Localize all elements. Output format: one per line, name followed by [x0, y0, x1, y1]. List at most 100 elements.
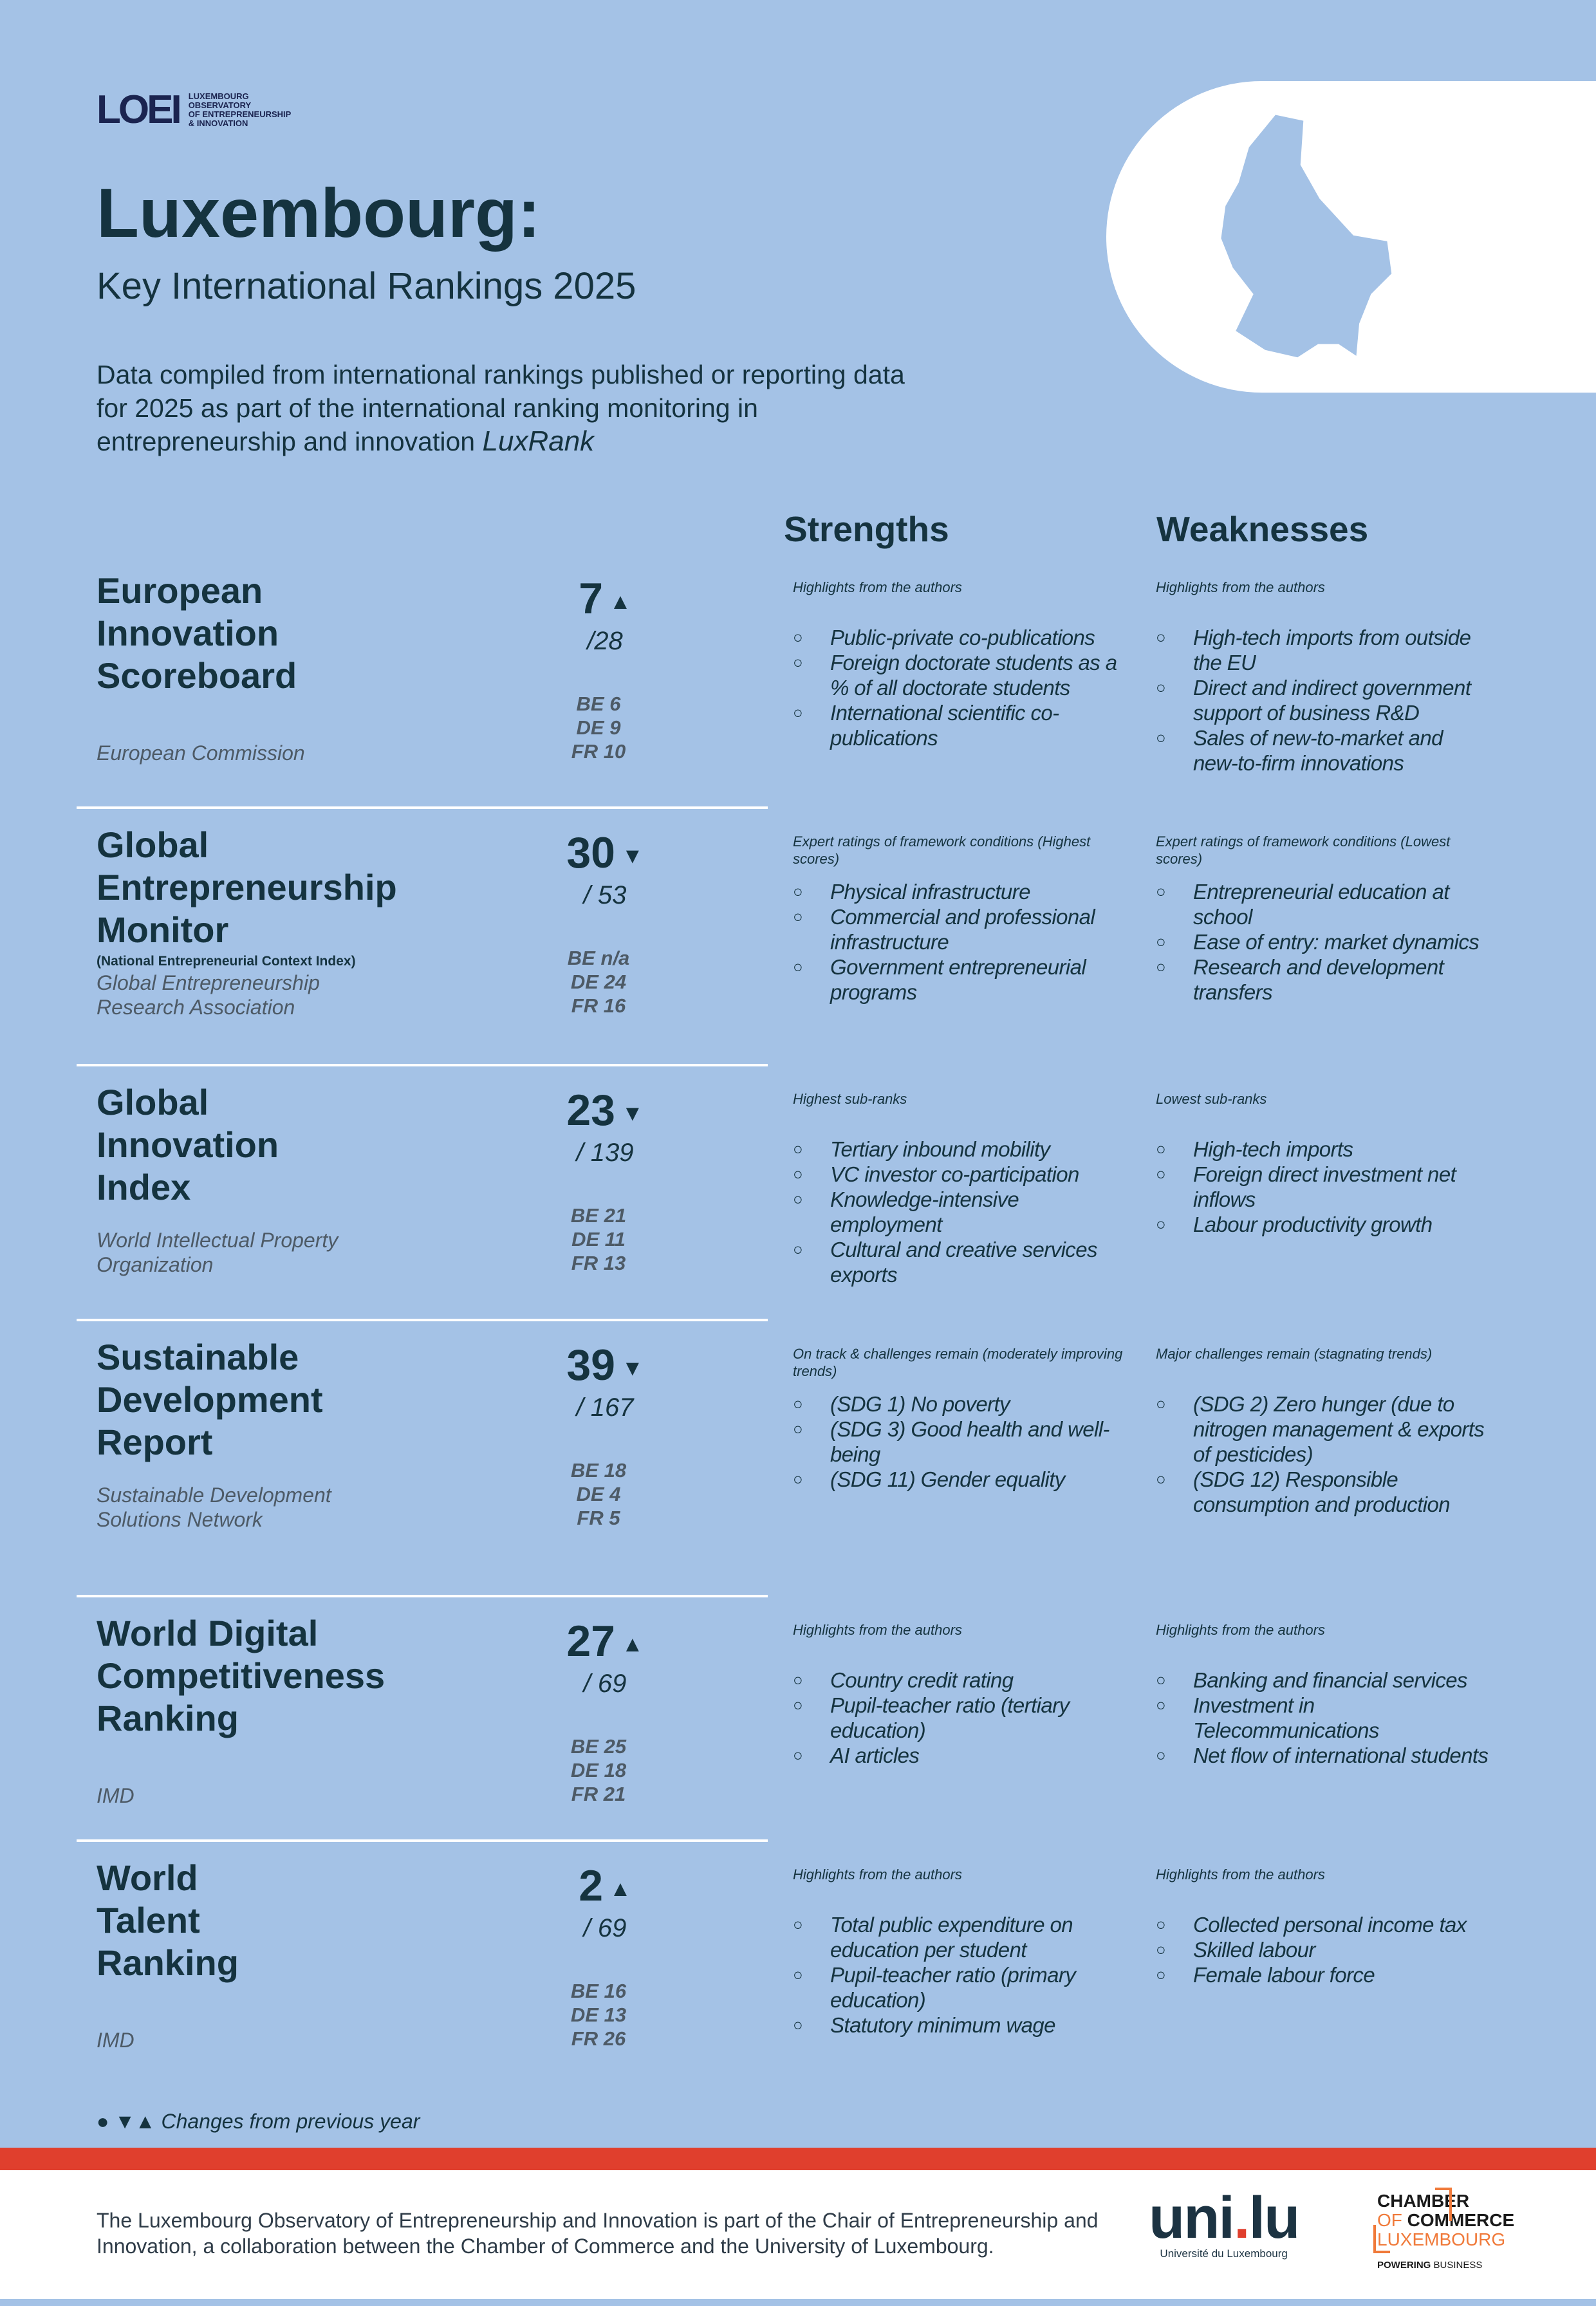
neighbour-comparison: BE n/a DE 24 FR 16	[534, 946, 663, 1018]
neighbour-comparison: BE 18 DE 4 FR 5	[534, 1458, 663, 1530]
strengths-item-text: Pupil-teacher ratio (primary education)	[830, 1963, 1076, 2012]
rank-number: 39	[566, 1341, 615, 1390]
strengths-label: Expert ratings of framework conditions (…	[793, 833, 1091, 867]
ranking-title-line: World	[97, 1857, 198, 1898]
strengths-item-text: VC investor co-participation	[830, 1162, 1079, 1186]
weaknesses-label: Highlights from the authors	[1156, 579, 1325, 595]
bullet-icon: ○	[793, 1745, 803, 1765]
bullet-icon: ○	[1156, 1139, 1166, 1158]
bullet-icon: ○	[793, 1915, 803, 1934]
rank-value: 2 ▲	[534, 1862, 676, 1913]
unilu-dot: .	[1233, 2185, 1250, 2251]
bullet-icon: ○	[793, 628, 803, 647]
ranking-source: Sustainable Development Solutions Networ…	[97, 1483, 331, 1531]
strengths-item-text: Total public expenditure on education pe…	[830, 1913, 1073, 1962]
strengths-label: Highlights from the authors	[793, 579, 962, 595]
chamber-of-commerce-logo: CHAMBER OF COMMERCE LUXEMBOURG POWERING …	[1373, 2188, 1514, 2275]
ranking-row: Global Innovation Index 23 ▼ / 139 BE 21 DE …	[0, 1081, 1596, 1287]
bullet-icon: ○	[1156, 1695, 1166, 1715]
triangle-up-icon: ▲	[609, 1877, 631, 1902]
triangle-up-icon: ▲	[621, 1632, 644, 1657]
strengths-item: ○ Tertiary inbound mobility	[793, 1137, 1127, 1162]
unilu-logo: uni.lu Université du Luxembourg	[1149, 2185, 1300, 2260]
ranking-title-line: Monitor	[97, 909, 229, 950]
weaknesses-item-text: (SDG 2) Zero hunger (due to nitrogen man…	[1193, 1392, 1485, 1466]
strengths-item-text: Tertiary inbound mobility	[830, 1137, 1050, 1161]
ranking-source: Global Entrepreneurship Research Associa…	[97, 971, 320, 1019]
ranking-title: Global Innovation Index	[97, 1081, 483, 1209]
weaknesses-item: ○ Entrepreneurial education at school	[1156, 879, 1490, 929]
comparison-value: BE 21	[570, 1204, 627, 1227]
weaknesses-item-text: Entrepreneurial education at school	[1193, 880, 1449, 929]
weaknesses-item-text: (SDG 12) Responsible consumption and pro…	[1193, 1467, 1451, 1516]
ranking-title: World Digital Competitiveness Ranking	[97, 1612, 483, 1740]
ranking-title-line: Global	[97, 1082, 209, 1122]
cc-business: BUSINESS	[1431, 2260, 1483, 2271]
ranking-title-line: Talent	[97, 1900, 200, 1940]
strengths-item-text: Physical infrastructure	[830, 880, 1030, 904]
weaknesses-item: ○ Banking and financial services	[1156, 1668, 1490, 1693]
strengths-list: ○ (SDG 1) No poverty ○ (SDG 3) Good health …	[793, 1391, 1127, 1492]
weaknesses-item-text: Direct and indirect government support o…	[1193, 676, 1471, 725]
ranking-title-line: Competitiveness	[97, 1655, 385, 1696]
ranking-row: Global Entrepreneurship Monitor (National …	[0, 824, 1596, 1030]
strengths-item: ○ Pupil-teacher ratio (primary education)	[793, 1962, 1127, 2013]
strengths-item: ○ (SDG 3) Good health and well-being	[793, 1417, 1127, 1467]
ranking-row: Sustainable Development Report 39 ▼ / 167 B…	[0, 1336, 1596, 1542]
logo-line: LUXEMBOURG	[188, 91, 249, 101]
loei-logo: LOEI LUXEMBOURG OBSERVATORY OF ENTREPREN…	[97, 90, 291, 130]
bullet-icon: ○	[1156, 1394, 1166, 1413]
weaknesses-label: Highlights from the authors	[1156, 1866, 1325, 1883]
comparison-value: BE 25	[570, 1735, 627, 1758]
ranking-title-line: World Digital	[97, 1613, 319, 1653]
triangle-up-icon: ▲	[609, 590, 631, 615]
ranking-source: IMD	[97, 2029, 135, 2052]
triangle-down-icon: ▼	[621, 1101, 644, 1126]
comparison-value: DE 4	[576, 1483, 621, 1505]
ranking-row: World Digital Competitiveness Ranking 27 ▲ …	[0, 1612, 1596, 1818]
ranking-title-line: Index	[97, 1167, 191, 1207]
weaknesses-list: ○ High-tech imports from outside the EU ○ D…	[1156, 625, 1490, 776]
page-description: Data compiled from international ranking…	[97, 358, 933, 458]
weaknesses-list: ○ (SDG 2) Zero hunger (due to nitrogen ma…	[1156, 1391, 1490, 1517]
triangle-down-icon: ▼	[621, 844, 644, 869]
weaknesses-list: ○ Collected personal income tax ○ Skilled l…	[1156, 1912, 1490, 1987]
strengths-item: ○ Cultural and creative services exports	[793, 1237, 1127, 1287]
weaknesses-item: ○ (SDG 12) Responsible consumption and pr…	[1156, 1467, 1490, 1517]
ranking-row: World Talent Ranking 2 ▲ / 69 BE 16 DE 13 FR …	[0, 1857, 1596, 2063]
strengths-item-text: (SDG 1) No poverty	[830, 1392, 1010, 1416]
weaknesses-item-text: High-tech imports from outside the EU	[1193, 626, 1471, 674]
comparison-value: DE 9	[576, 716, 621, 739]
strengths-item-text: Knowledge-intensive employment	[830, 1187, 1019, 1236]
bullet-icon: ○	[793, 703, 803, 722]
bullet-icon: ○	[1156, 1164, 1166, 1184]
row-divider	[77, 1319, 768, 1321]
weaknesses-item-text: High-tech imports	[1193, 1137, 1353, 1161]
strengths-list: ○ Country credit rating ○ Pupil-teacher rat…	[793, 1668, 1127, 1768]
row-divider	[77, 1595, 768, 1597]
rank-out-of: / 139	[576, 1139, 634, 1167]
ranking-title: World Talent Ranking	[97, 1857, 483, 1984]
bullet-icon: ○	[1156, 1469, 1166, 1489]
rank-number: 30	[566, 828, 615, 877]
neighbour-comparison: BE 25 DE 18 FR 21	[534, 1734, 663, 1806]
weaknesses-item-text: Banking and financial services	[1193, 1668, 1468, 1692]
strengths-item: ○ (SDG 1) No poverty	[793, 1391, 1127, 1417]
row-divider	[77, 1064, 768, 1066]
bullet-icon: ○	[1156, 1745, 1166, 1765]
comparison-value: BE 16	[570, 1980, 627, 2002]
unilu-name: Université du Luxembourg	[1160, 2247, 1288, 2260]
weaknesses-item-text: Investment in Telecommunications	[1193, 1693, 1379, 1742]
strengths-item-text: International scientific co-publications	[830, 701, 1059, 750]
loei-logo-text: LUXEMBOURG OBSERVATORY OF ENTREPRENEURSH…	[189, 92, 292, 128]
rank-value: 30 ▼	[534, 829, 676, 880]
rank-out-of: / 53	[583, 881, 627, 909]
weaknesses-list: ○ Entrepreneurial education at school ○ Eas…	[1156, 879, 1490, 1005]
red-band	[0, 2148, 1596, 2170]
rank-value: 23 ▼	[534, 1086, 676, 1137]
ranking-title: Sustainable Development Report	[97, 1336, 483, 1464]
weaknesses-item: ○ High-tech imports	[1156, 1137, 1490, 1162]
strengths-item: ○ International scientific co-publication…	[793, 700, 1127, 750]
bullet-icon: ○	[793, 653, 803, 672]
neighbour-comparison: BE 21 DE 11 FR 13	[534, 1204, 663, 1275]
